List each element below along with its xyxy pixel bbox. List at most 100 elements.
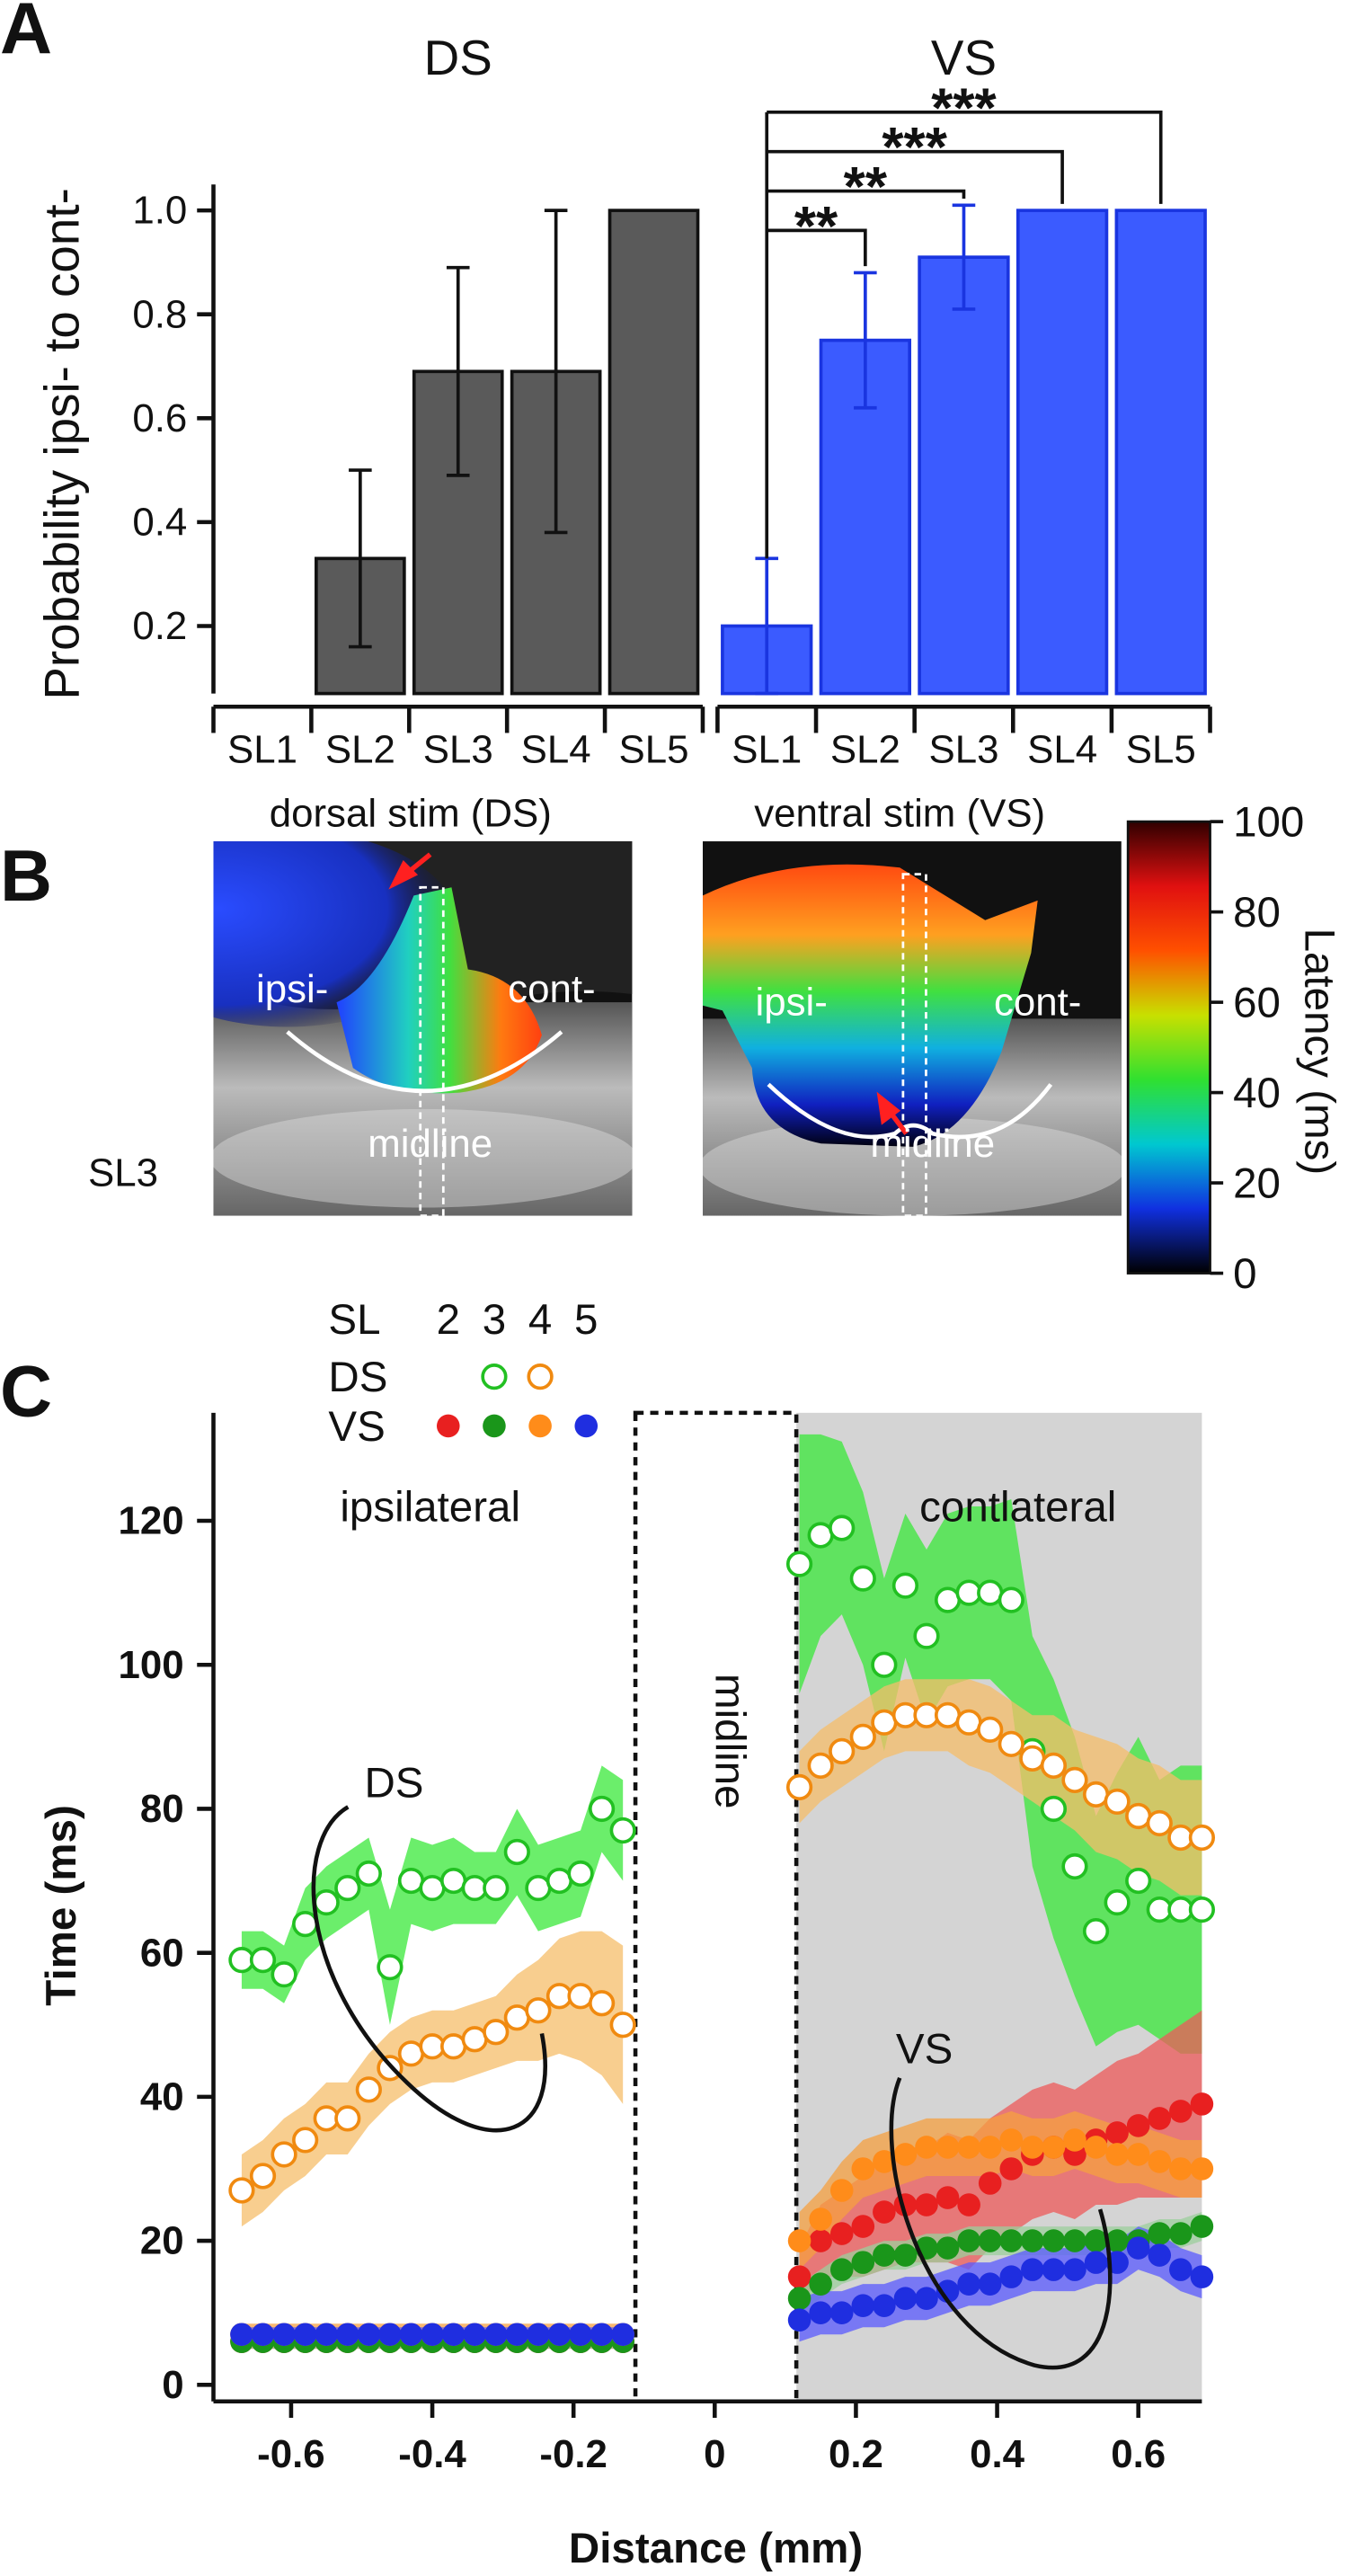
point — [1190, 2265, 1214, 2288]
x-axis-label: Distance (mm) — [569, 2525, 863, 2572]
y-tick-label: 0 — [162, 2363, 183, 2407]
point — [978, 2272, 1002, 2296]
point — [978, 2136, 1002, 2159]
point — [851, 2251, 875, 2274]
point — [567, 1983, 594, 2010]
point — [977, 1579, 1004, 1606]
annotation: midline — [706, 1674, 754, 1808]
annotation: ipsilateral — [340, 1483, 520, 1531]
point — [355, 1860, 382, 1888]
point — [1169, 2258, 1193, 2281]
point — [1019, 1745, 1046, 1772]
point — [230, 2323, 253, 2347]
point — [1063, 2229, 1086, 2252]
point — [1125, 1867, 1152, 1895]
point — [851, 2215, 875, 2238]
point — [292, 2127, 319, 2154]
y-tick-label: 100 — [118, 1643, 183, 1687]
point — [915, 2287, 938, 2310]
point — [936, 2136, 960, 2159]
point — [1169, 2157, 1193, 2181]
x-tick-label: -0.4 — [398, 2432, 466, 2476]
legend-column: 3 — [483, 1296, 506, 1344]
point — [1082, 1781, 1110, 1808]
point — [915, 2136, 938, 2159]
y-tick-label: 0.6 — [132, 396, 187, 440]
colorbar-tick-label: 60 — [1233, 980, 1281, 1027]
point — [849, 1723, 876, 1750]
point — [829, 2222, 854, 2245]
point — [313, 1888, 340, 1916]
legend-title: SL — [328, 1296, 380, 1344]
point — [955, 1709, 982, 1736]
point — [503, 2004, 530, 2031]
point — [936, 2279, 960, 2303]
x-tick-label: 0 — [704, 2432, 725, 2476]
y-tick-label: 20 — [140, 2219, 184, 2263]
point — [829, 2258, 854, 2281]
x-tick-label: SL2 — [830, 727, 900, 771]
vs-image — [702, 841, 1122, 1216]
point — [807, 1752, 834, 1779]
x-tick-label: SL3 — [928, 727, 998, 771]
point — [1148, 2243, 1172, 2267]
point — [1105, 2229, 1129, 2252]
point — [567, 1860, 594, 1888]
point — [334, 1874, 361, 1902]
ds-image — [213, 841, 633, 1216]
point — [228, 1947, 255, 1974]
point — [1042, 2258, 1066, 2281]
point — [1084, 2251, 1108, 2274]
point — [978, 2172, 1002, 2195]
point — [1040, 1795, 1068, 1823]
point — [1105, 2121, 1129, 2145]
colorbar-tick-label: 20 — [1233, 1160, 1281, 1208]
point — [999, 2265, 1024, 2288]
point — [293, 2323, 317, 2347]
point — [483, 2323, 508, 2347]
point — [1148, 2222, 1172, 2245]
point — [829, 1737, 856, 1764]
bar — [607, 209, 700, 696]
legend-column: 2 — [437, 1296, 460, 1344]
point — [292, 1911, 319, 1938]
point — [957, 2229, 980, 2252]
x-tick-label: SL2 — [325, 727, 395, 771]
point — [440, 2033, 467, 2060]
point — [1126, 2114, 1150, 2137]
bar — [1015, 209, 1109, 696]
y-axis-label: Time (ms) — [38, 1805, 85, 2006]
error-band — [241, 1931, 624, 2227]
point — [851, 2157, 875, 2181]
point — [807, 1522, 834, 1549]
point — [378, 2323, 402, 2347]
error-band — [799, 1679, 1202, 1896]
point — [503, 1838, 530, 1866]
point — [873, 2294, 896, 2317]
x-tick-label: SL5 — [619, 727, 689, 771]
point — [934, 1586, 962, 1613]
point — [787, 2287, 811, 2310]
point — [829, 1515, 856, 1541]
point — [871, 1651, 898, 1678]
point — [419, 1874, 446, 1902]
point — [1190, 2157, 1214, 2181]
point — [785, 1773, 813, 1801]
point — [809, 2301, 832, 2324]
image-label: cont- — [508, 967, 595, 1011]
point — [893, 2243, 918, 2267]
legend-row: VS — [328, 1403, 385, 1451]
point — [809, 2229, 832, 2252]
y-tick-label: 0.4 — [132, 501, 187, 545]
y-tick-label: 120 — [118, 1499, 183, 1543]
point — [957, 2136, 980, 2159]
point — [483, 1874, 510, 1902]
point — [1061, 1852, 1088, 1880]
point — [787, 2229, 811, 2252]
point — [461, 2026, 488, 2053]
point — [440, 1867, 467, 1895]
panel-label: C — [0, 1352, 52, 1433]
point — [399, 2323, 423, 2347]
